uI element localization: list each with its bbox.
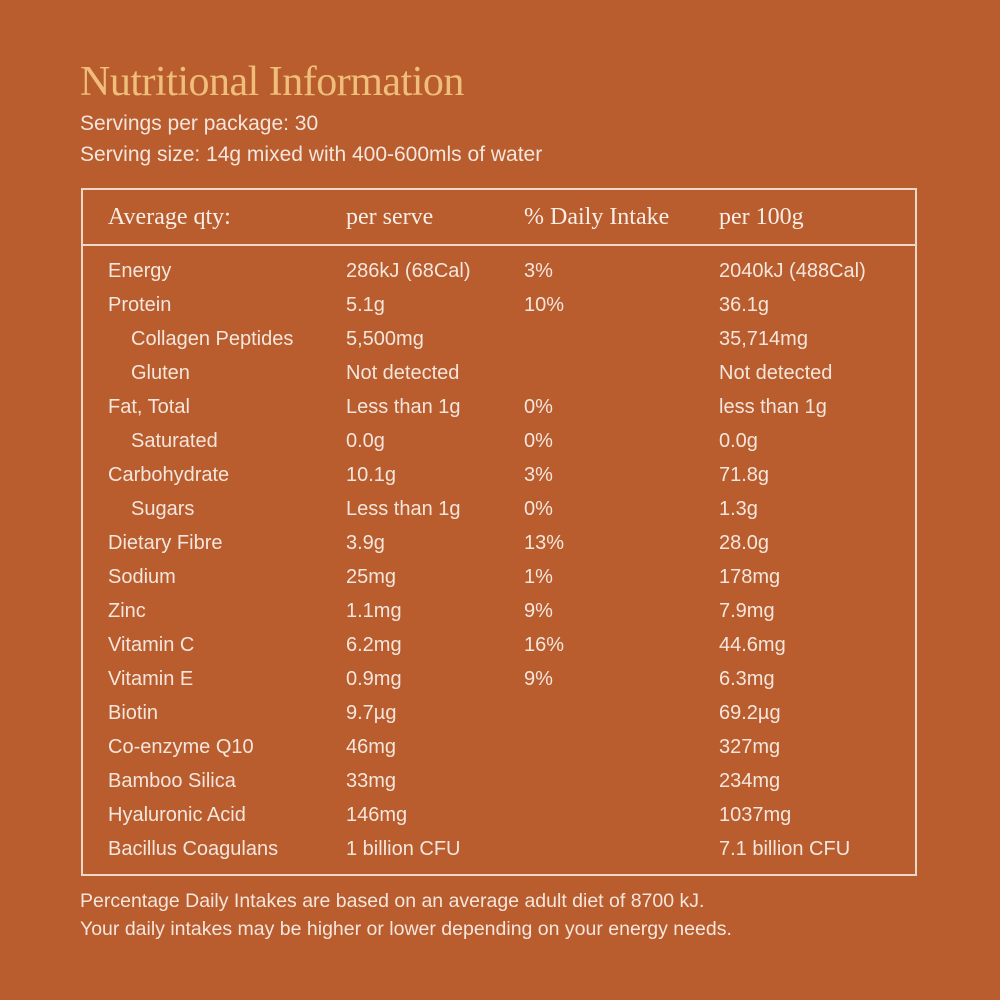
per-serve-value: 25mg [346, 566, 397, 588]
nutrient-name: Vitamin E [108, 668, 194, 690]
daily-intake-value: 3% [524, 260, 553, 282]
per-100g-value: 69.2µg [719, 702, 781, 724]
daily-intake-value: 3% [524, 464, 553, 486]
nutrient-name: Sugars [131, 498, 195, 520]
per-serve-value: 0.0g [346, 430, 385, 452]
nutrient-name: Energy [108, 260, 172, 282]
per-serve-value: 286kJ (68Cal) [346, 260, 471, 282]
header-per-serve: per serve [346, 204, 434, 230]
per-100g-value: Not detected [719, 362, 833, 384]
footnote-energy-needs: Your daily intakes may be higher or lowe… [80, 918, 732, 940]
nutrient-name: Vitamin C [108, 634, 195, 656]
per-serve-value: 33mg [346, 770, 397, 792]
per-serve-value: 5.1g [346, 294, 385, 316]
table-row: Zinc 1.1mg 9% 7.9mg [83, 596, 915, 630]
nutrient-name: Biotin [108, 702, 159, 724]
per-100g-value: 36.1g [719, 294, 770, 316]
daily-intake-value: 10% [524, 294, 565, 316]
nutrient-name: Fat, Total [108, 396, 190, 418]
table-row: Co-enzyme Q10 46mg 327mg [83, 732, 915, 766]
per-100g-value: 6.3mg [719, 668, 775, 690]
per-100g-value: 35,714mg [719, 328, 808, 350]
nutrient-name: Bamboo Silica [108, 770, 236, 792]
daily-intake-value: 13% [524, 532, 565, 554]
table-row: Saturated 0.0g 0% 0.0g [83, 426, 915, 460]
per-100g-value: 44.6mg [719, 634, 786, 656]
table-row: Vitamin C 6.2mg 16% 44.6mg [83, 630, 915, 664]
per-serve-value: 0.9mg [346, 668, 402, 690]
table-row: Sodium 25mg 1% 178mg [83, 562, 915, 596]
per-serve-value: 6.2mg [346, 634, 402, 656]
per-serve-value: 1.1mg [346, 600, 402, 622]
per-100g-value: less than 1g [719, 396, 827, 418]
per-serve-value: 10.1g [346, 464, 397, 486]
nutrient-name: Protein [108, 294, 172, 316]
table-row: Hyaluronic Acid 146mg 1037mg [83, 800, 915, 834]
serving-size: Serving size: 14g mixed with 400-600mls … [80, 143, 543, 166]
per-serve-value: Less than 1g [346, 396, 461, 418]
table-row: Gluten Not detected Not detected [83, 358, 915, 392]
table-body: Energy 286kJ (68Cal) 3% 2040kJ (488Cal) Prot… [83, 256, 915, 868]
table-row: Vitamin E 0.9mg 9% 6.3mg [83, 664, 915, 698]
per-serve-value: 3.9g [346, 532, 385, 554]
table-row: Protein 5.1g 10% 36.1g [83, 290, 915, 324]
table-row: Sugars Less than 1g 0% 1.3g [83, 494, 915, 528]
table-row: Bamboo Silica 33mg 234mg [83, 766, 915, 800]
per-100g-value: 28.0g [719, 532, 770, 554]
nutrient-name: Saturated [131, 430, 218, 452]
table-row: Energy 286kJ (68Cal) 3% 2040kJ (488Cal) [83, 256, 915, 290]
table-row: Biotin 9.7µg 69.2µg [83, 698, 915, 732]
daily-intake-value: 0% [524, 498, 553, 520]
header-per-100g: per 100g [719, 204, 804, 230]
table-row: Fat, Total Less than 1g 0% less than 1g [83, 392, 915, 426]
nutrition-table: Average qty: per serve % Daily Intake pe… [81, 188, 917, 876]
nutrient-name: Collagen Peptides [131, 328, 294, 350]
header-daily-intake: % Daily Intake [524, 204, 670, 230]
daily-intake-value: 0% [524, 430, 553, 452]
per-serve-value: 146mg [346, 804, 408, 826]
nutrient-name: Bacillus Coagulans [108, 838, 279, 860]
servings-per-package: Servings per package: 30 [80, 112, 319, 135]
per-100g-value: 178mg [719, 566, 781, 588]
daily-intake-value: 1% [524, 566, 553, 588]
nutrient-name: Gluten [131, 362, 190, 384]
table-header-row: Average qty: per serve % Daily Intake pe… [83, 190, 915, 246]
nutrient-name: Co-enzyme Q10 [108, 736, 254, 758]
table-row: Bacillus Coagulans 1 billion CFU 7.1 billi… [83, 834, 915, 868]
per-100g-value: 1.3g [719, 498, 758, 520]
per-100g-value: 7.9mg [719, 600, 775, 622]
footnote-daily-intake-basis: Percentage Daily Intakes are based on an… [80, 890, 705, 912]
header-average-qty: Average qty: [108, 204, 231, 230]
daily-intake-value: 16% [524, 634, 565, 656]
daily-intake-value: 9% [524, 668, 553, 690]
per-100g-value: 0.0g [719, 430, 758, 452]
per-100g-value: 71.8g [719, 464, 770, 486]
per-100g-value: 327mg [719, 736, 781, 758]
table-row: Carbohydrate 10.1g 3% 71.8g [83, 460, 915, 494]
per-serve-value: 5,500mg [346, 328, 424, 350]
per-100g-value: 1037mg [719, 804, 792, 826]
daily-intake-value: 9% [524, 600, 553, 622]
per-serve-value: 46mg [346, 736, 397, 758]
per-serve-value: 9.7µg [346, 702, 397, 724]
nutrient-name: Hyaluronic Acid [108, 804, 246, 826]
nutrient-name: Dietary Fibre [108, 532, 223, 554]
per-100g-value: 7.1 billion CFU [719, 838, 851, 860]
per-100g-value: 234mg [719, 770, 781, 792]
per-serve-value: Not detected [346, 362, 460, 384]
per-100g-value: 2040kJ (488Cal) [719, 260, 866, 282]
nutrient-name: Sodium [108, 566, 176, 588]
table-row: Collagen Peptides 5,500mg 35,714mg [83, 324, 915, 358]
per-serve-value: Less than 1g [346, 498, 461, 520]
nutrient-name: Carbohydrate [108, 464, 230, 486]
page-title: Nutritional Information [80, 59, 464, 105]
daily-intake-value: 0% [524, 396, 553, 418]
nutrient-name: Zinc [108, 600, 146, 622]
table-row: Dietary Fibre 3.9g 13% 28.0g [83, 528, 915, 562]
per-serve-value: 1 billion CFU [346, 838, 461, 860]
